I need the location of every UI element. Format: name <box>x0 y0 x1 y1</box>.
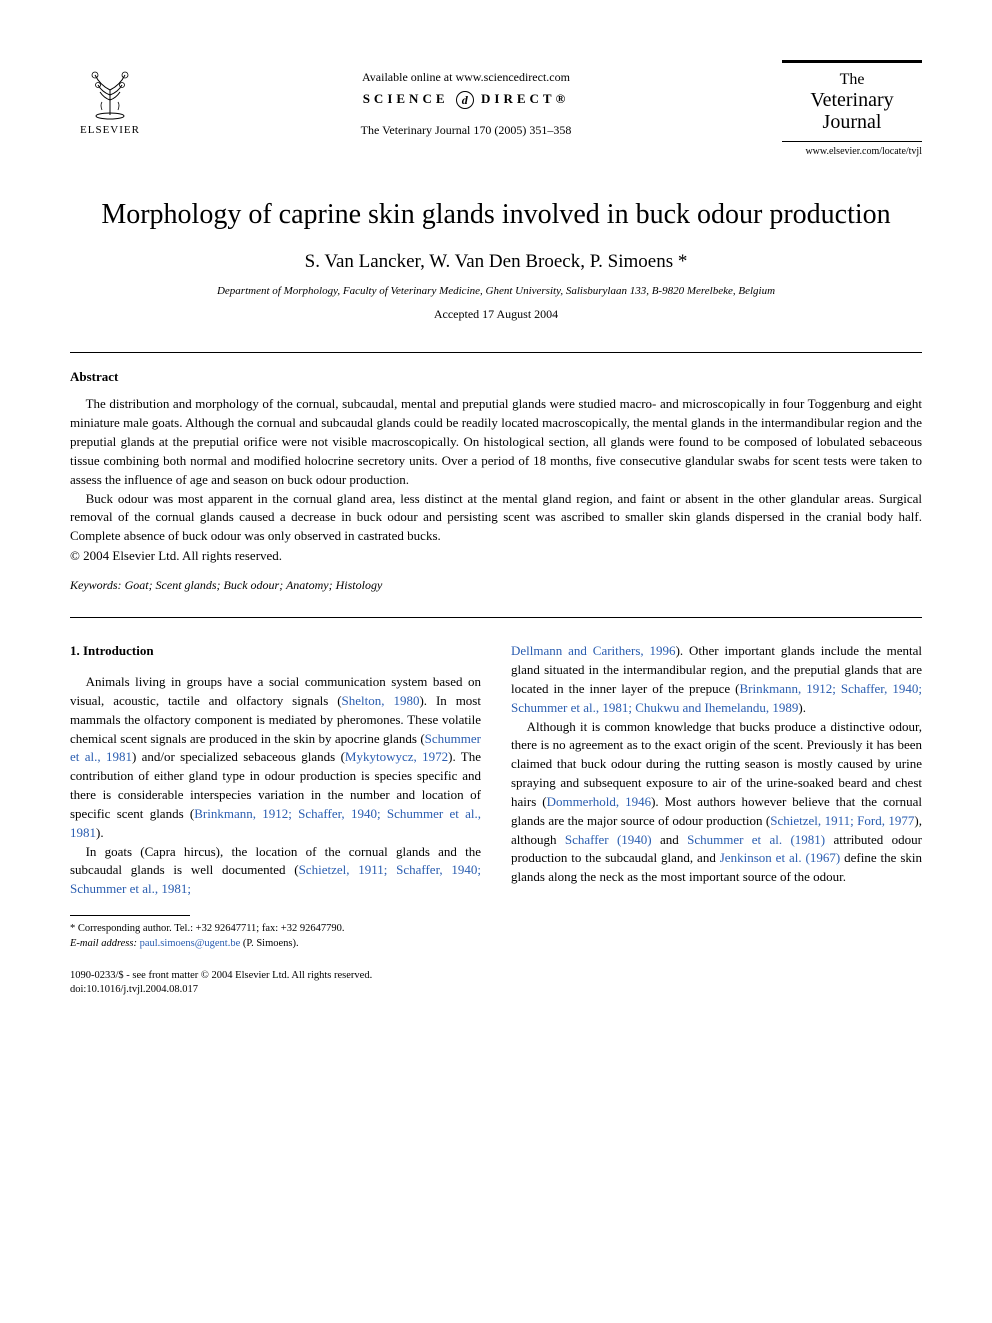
divider-bottom <box>70 617 922 618</box>
accepted-date: Accepted 17 August 2004 <box>70 307 922 322</box>
footer-issn: 1090-0233/$ - see front matter © 2004 El… <box>70 969 481 983</box>
intro-p3: Although it is common knowledge that buc… <box>511 718 922 888</box>
footnote-email-label: E-mail address: <box>70 938 137 949</box>
keywords-line: Keywords: Goat; Scent glands; Buck odour… <box>70 578 922 593</box>
journal-logo-box: The Veterinary Journal www.elsevier.com/… <box>782 60 922 157</box>
journal-the: The <box>786 71 918 89</box>
abstract-p1: The distribution and morphology of the c… <box>70 395 922 489</box>
column-right: Dellmann and Carithers, 1996). Other imp… <box>511 642 922 997</box>
publisher-label: ELSEVIER <box>80 124 140 136</box>
citation[interactable]: Dellmann and Carithers, 1996 <box>511 643 676 658</box>
citation[interactable]: Mykytowycz, 1972 <box>345 749 448 764</box>
intro-p2: In goats (Capra hircus), the location of… <box>70 843 481 900</box>
journal-url: www.elsevier.com/locate/tvjl <box>782 146 922 157</box>
publisher-logo: ELSEVIER <box>70 60 150 150</box>
elsevier-tree-icon <box>80 60 140 120</box>
footnote-email[interactable]: paul.simoens@ugent.be <box>137 938 240 949</box>
journal-logo: The Veterinary Journal <box>782 60 922 142</box>
journal-name: Veterinary Journal <box>786 89 918 133</box>
science-direct-logo: SCIENCE d DIRECT® <box>150 91 782 109</box>
footer-doi: doi:10.1016/j.tvjl.2004.08.017 <box>70 983 481 997</box>
copyright: © 2004 Elsevier Ltd. All rights reserved… <box>70 548 922 564</box>
authors: S. Van Lancker, W. Van Den Broeck, P. Si… <box>70 251 922 273</box>
body-columns: 1. Introduction Animals living in groups… <box>70 642 922 997</box>
science-direct-text1: SCIENCE <box>363 91 449 106</box>
footnote-email-suffix: (P. Simoens). <box>240 938 298 949</box>
header-center: Available online at www.sciencedirect.co… <box>150 60 782 138</box>
paper-title: Morphology of caprine skin glands involv… <box>70 197 922 233</box>
intro-p1: Animals living in groups have a social c… <box>70 673 481 843</box>
citation[interactable]: Jenkinson et al. (1967) <box>720 850 840 865</box>
available-online-text: Available online at www.sciencedirect.co… <box>150 70 782 85</box>
citation[interactable]: Schietzel, 1911; Ford, 1977 <box>770 813 914 828</box>
intro-p2-cont: Dellmann and Carithers, 1996). Other imp… <box>511 642 922 717</box>
citation[interactable]: Schummer et al. (1981) <box>687 832 825 847</box>
affiliation: Department of Morphology, Faculty of Vet… <box>70 285 922 297</box>
journal-reference: The Veterinary Journal 170 (2005) 351–35… <box>150 123 782 138</box>
keywords-text: Goat; Scent glands; Buck odour; Anatomy;… <box>122 578 383 592</box>
sciencedirect-d-icon: d <box>456 91 474 109</box>
footnote-email-line: E-mail address: paul.simoens@ugent.be (P… <box>70 937 481 952</box>
abstract-heading: Abstract <box>70 369 922 385</box>
abstract-p2: Buck odour was most apparent in the corn… <box>70 490 922 547</box>
keywords-label: Keywords: <box>70 578 122 592</box>
citation[interactable]: Shelton, 1980 <box>342 693 420 708</box>
section-1-heading: 1. Introduction <box>70 642 481 661</box>
footer-meta: 1090-0233/$ - see front matter © 2004 El… <box>70 969 481 996</box>
footnote-tel-fax: * Corresponding author. Tel.: +32 926477… <box>70 922 481 937</box>
title-block: Morphology of caprine skin glands involv… <box>70 197 922 322</box>
header-row: ELSEVIER Available online at www.science… <box>70 60 922 157</box>
divider-top <box>70 352 922 353</box>
corresponding-author-footnote: * Corresponding author. Tel.: +32 926477… <box>70 922 481 951</box>
science-direct-text2: DIRECT® <box>481 91 569 106</box>
column-left: 1. Introduction Animals living in groups… <box>70 642 481 997</box>
footnote-separator <box>70 915 190 916</box>
abstract-body: The distribution and morphology of the c… <box>70 395 922 546</box>
citation[interactable]: Dommerhold, 1946 <box>547 794 652 809</box>
citation[interactable]: Schaffer (1940) <box>565 832 652 847</box>
page-container: ELSEVIER Available online at www.science… <box>0 0 992 1037</box>
